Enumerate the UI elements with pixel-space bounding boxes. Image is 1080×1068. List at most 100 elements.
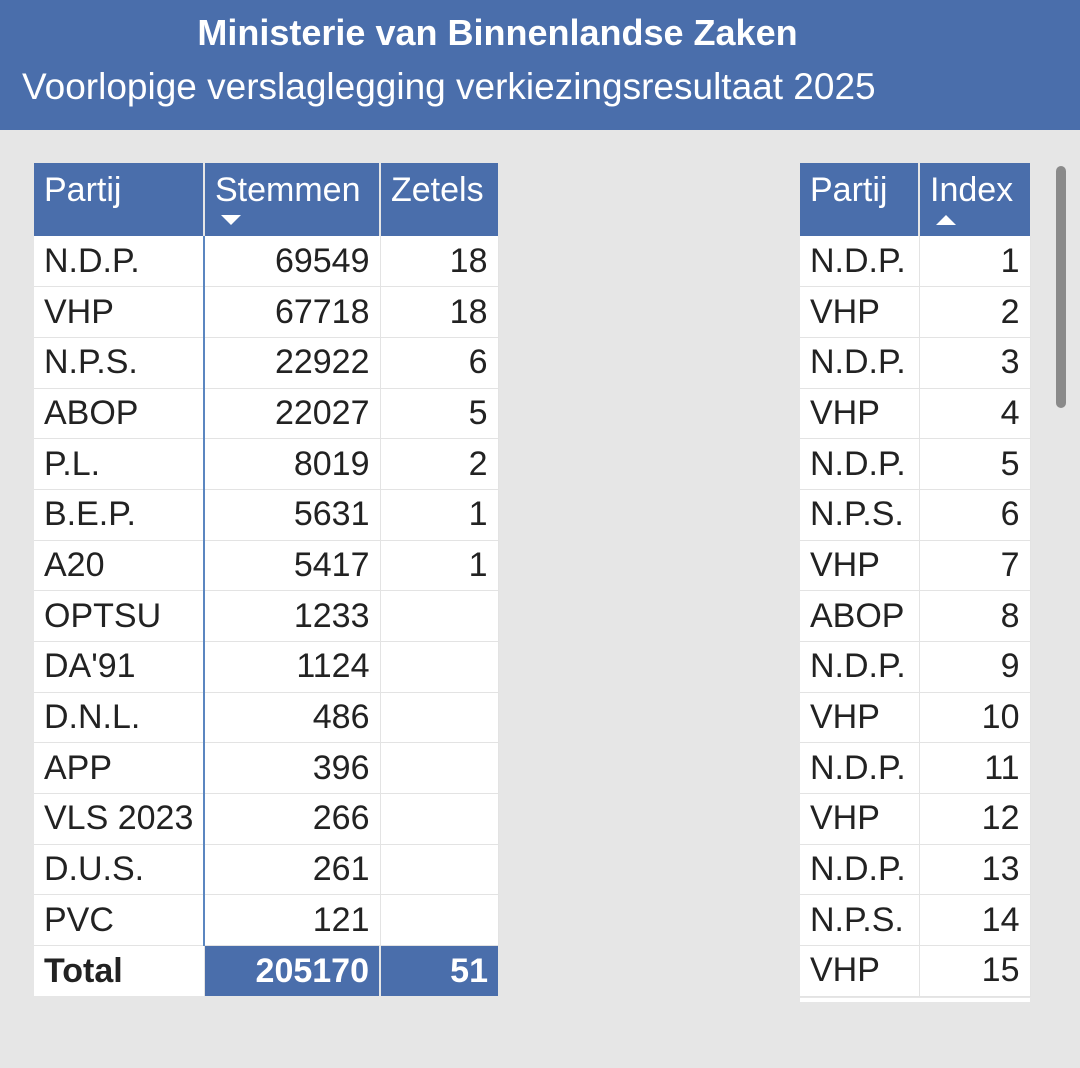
table-row[interactable]: VHP 10 xyxy=(800,692,1031,744)
zetels-cell: 1 xyxy=(380,540,499,592)
table-row[interactable]: N.D.P. 5 xyxy=(800,438,1031,490)
index-cell: 15 xyxy=(919,945,1031,997)
table-row[interactable]: ABOP 22027 5 xyxy=(34,388,499,440)
stemmen-cell: 67718 xyxy=(203,286,381,338)
partij-cell: OPTSU xyxy=(34,590,205,642)
stemmen-cell: 261 xyxy=(203,844,381,896)
table-row[interactable]: N.P.S. 14 xyxy=(800,894,1031,947)
stemmen-cell: 8019 xyxy=(203,438,381,490)
stemmen-cell: 486 xyxy=(203,692,381,744)
table-row[interactable]: PVC 121 xyxy=(34,894,499,947)
table-row[interactable]: N.P.S. 22922 6 xyxy=(34,337,499,389)
table-row[interactable]: N.P.S. 6 xyxy=(800,489,1031,541)
index-cell: 1 xyxy=(919,236,1031,288)
results-header-row: Partij Stemmen Zetels xyxy=(34,163,498,236)
partij-cell: N.D.P. xyxy=(800,438,920,490)
table-row[interactable]: VHP 7 xyxy=(800,540,1031,592)
table-row[interactable]: VHP 67718 18 xyxy=(34,286,499,338)
table-row[interactable]: N.D.P. 13 xyxy=(800,844,1031,896)
index-cell: 14 xyxy=(919,894,1031,947)
partij-cell: N.D.P. xyxy=(800,236,920,288)
table-row[interactable]: P.L. 8019 2 xyxy=(34,438,499,490)
partij-cell: VHP xyxy=(800,945,920,997)
table-row[interactable]: VHP 2 xyxy=(800,286,1031,338)
table-row[interactable]: D.N.L. 486 xyxy=(34,692,499,744)
table-row[interactable]: VHP 4 xyxy=(800,388,1031,440)
table-row[interactable]: D.U.S. 261 xyxy=(34,844,499,896)
table-row[interactable]: VHP 15 xyxy=(800,945,1031,997)
table-row[interactable]: N.D.P. 11 xyxy=(800,742,1031,795)
partij-cell: APP xyxy=(34,742,205,795)
partij-cell: N.P.S. xyxy=(800,894,920,947)
page-title: Ministerie van Binnenlandse Zaken xyxy=(197,12,798,53)
index-cell: 5 xyxy=(919,438,1031,490)
table-row[interactable]: N.D.P. 69549 18 xyxy=(34,236,499,288)
page-subtitle: Voorlopige verslaglegging verkiezingsres… xyxy=(22,66,876,107)
stemmen-cell: 22027 xyxy=(203,388,381,440)
column-header-stemmen[interactable]: Stemmen xyxy=(204,163,381,236)
stemmen-cell: 5631 xyxy=(203,489,381,541)
stemmen-cell: 69549 xyxy=(203,236,381,288)
zetels-cell xyxy=(380,590,499,642)
partij-cell: VHP xyxy=(800,692,920,744)
partij-cell: N.D.P. xyxy=(800,844,920,896)
partij-cell: ABOP xyxy=(800,590,920,642)
zetels-cell: 2 xyxy=(380,438,499,490)
table-row[interactable]: B.E.P. 5631 1 xyxy=(34,489,499,541)
zetels-cell: 6 xyxy=(380,337,499,389)
page-header: Ministerie van Binnenlandse Zaken Voorlo… xyxy=(0,0,1080,130)
table-row[interactable]: OPTSU 1233 xyxy=(34,590,499,642)
index-cell: 9 xyxy=(919,641,1031,693)
stemmen-cell: 1124 xyxy=(203,641,381,693)
partij-cell: ABOP xyxy=(34,388,205,440)
partij-cell: VHP xyxy=(800,286,920,338)
partij-cell: P.L. xyxy=(34,438,205,490)
total-stemmen: 205170 xyxy=(204,945,381,997)
total-label: Total xyxy=(34,945,205,997)
stemmen-cell: 1233 xyxy=(203,590,381,642)
partij-cell: VHP xyxy=(800,793,920,845)
sort-ascending-icon xyxy=(936,215,956,225)
scrollbar-thumb[interactable] xyxy=(1056,166,1066,408)
zetels-cell xyxy=(380,844,499,896)
column-header-partij[interactable]: Partij xyxy=(800,163,920,236)
partij-cell: B.E.P. xyxy=(34,489,205,541)
index-cell: 8 xyxy=(919,590,1031,642)
sort-descending-icon xyxy=(221,215,241,225)
column-header-index[interactable]: Index xyxy=(919,163,1030,236)
table-row[interactable]: ABOP 8 xyxy=(800,590,1031,642)
table-row[interactable]: VHP 12 xyxy=(800,793,1031,845)
column-header-zetels[interactable]: Zetels xyxy=(380,163,498,236)
zetels-cell: 1 xyxy=(380,489,499,541)
partij-cell: N.P.S. xyxy=(34,337,205,389)
total-row: Total 205170 51 xyxy=(34,945,498,997)
table-row[interactable]: DA'91 1124 xyxy=(34,641,499,693)
table-row[interactable]: N.D.P. 1 xyxy=(800,236,1031,288)
index-cell: 6 xyxy=(919,489,1031,541)
partij-cell: VHP xyxy=(34,286,205,338)
stemmen-cell: 22922 xyxy=(203,337,381,389)
table-row[interactable]: VLS 2023 266 xyxy=(34,793,499,845)
stemmen-cell: 121 xyxy=(203,894,381,947)
zetels-cell xyxy=(380,742,499,795)
partij-cell: A20 xyxy=(34,540,205,592)
index-cell: 2 xyxy=(919,286,1031,338)
zetels-cell: 5 xyxy=(380,388,499,440)
partij-cell: N.P.S. xyxy=(800,489,920,541)
partij-cell: VHP xyxy=(800,540,920,592)
stemmen-cell: 396 xyxy=(203,742,381,795)
table-row[interactable]: N.D.P. 3 xyxy=(800,337,1031,389)
zetels-cell xyxy=(380,793,499,845)
table-row[interactable]: A20 5417 1 xyxy=(34,540,499,592)
zetels-cell xyxy=(380,692,499,744)
partij-cell: VLS 2023 xyxy=(34,793,205,845)
partij-cell: N.D.P. xyxy=(800,641,920,693)
partij-cell: N.D.P. xyxy=(800,742,920,795)
index-table-bottom-edge xyxy=(800,998,1030,1002)
table-row[interactable]: N.D.P. 9 xyxy=(800,641,1031,693)
stemmen-cell: 266 xyxy=(203,793,381,845)
column-header-partij[interactable]: Partij xyxy=(34,163,205,236)
stemmen-cell: 5417 xyxy=(203,540,381,592)
zetels-cell: 18 xyxy=(380,236,499,288)
table-row[interactable]: APP 396 xyxy=(34,742,499,795)
